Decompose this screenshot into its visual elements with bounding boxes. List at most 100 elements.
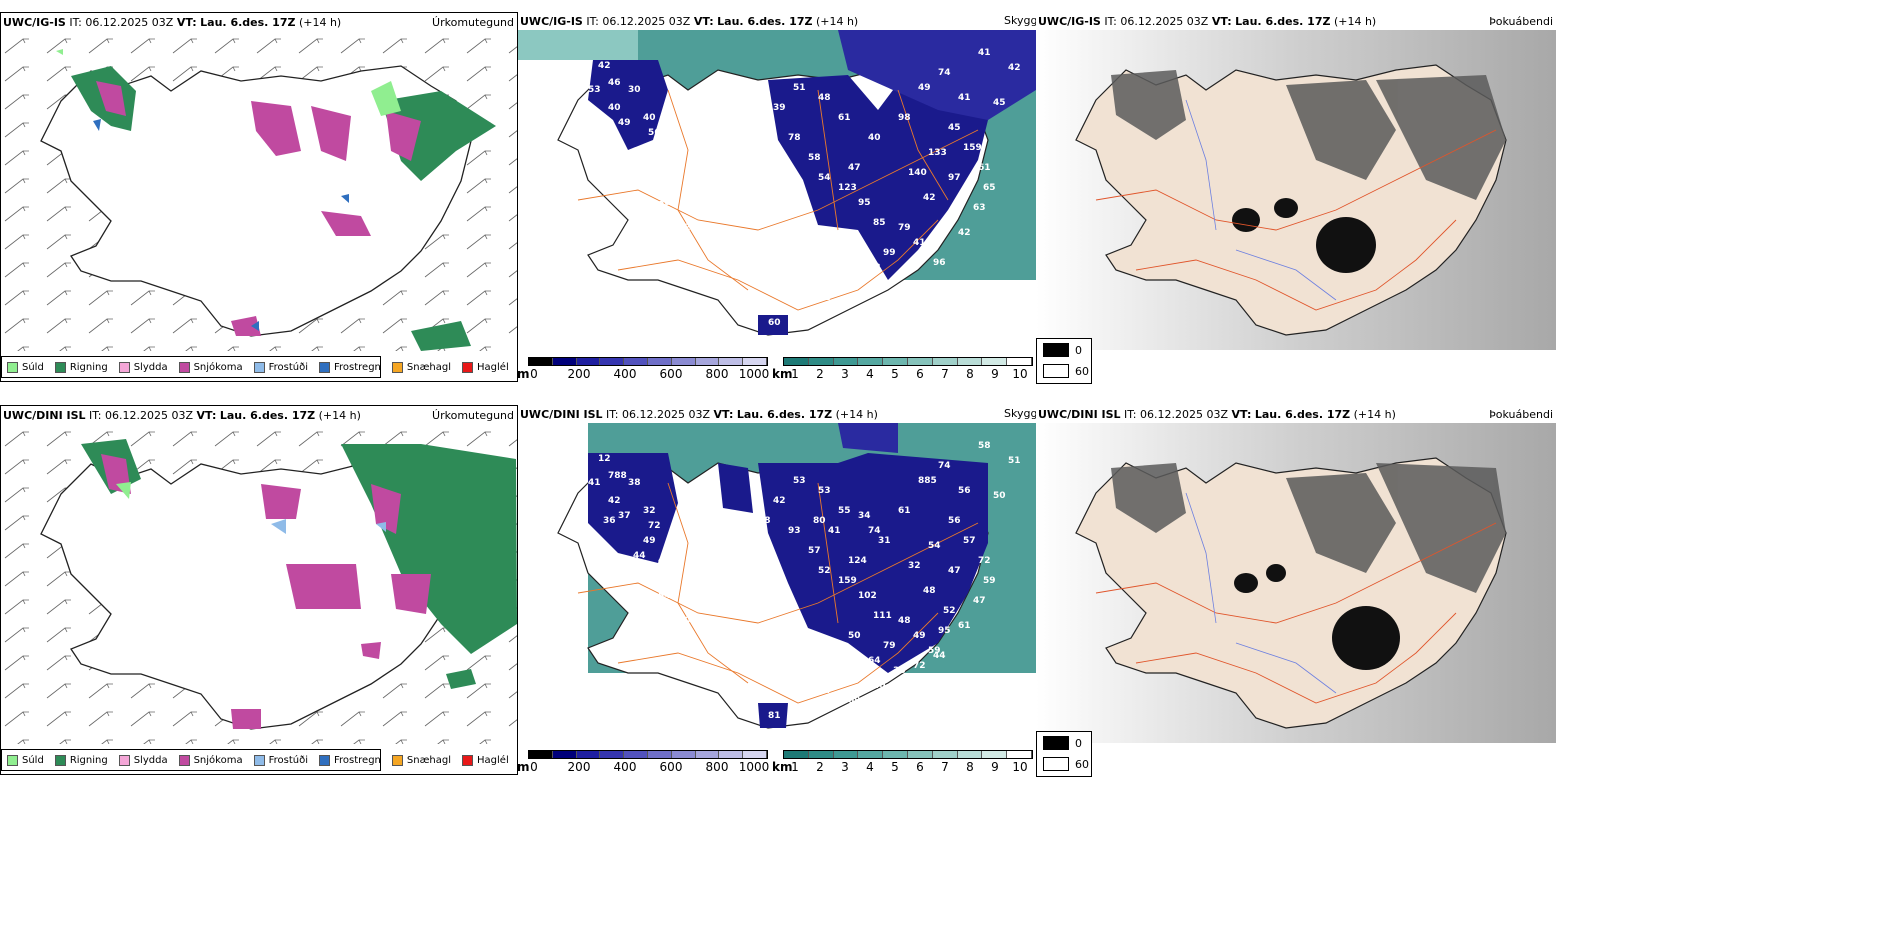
- drizzle-area: [371, 81, 401, 116]
- cloudbase-value-label: 42: [923, 193, 936, 203]
- cloudbase-value-label: 38: [893, 666, 906, 676]
- cloudbase-value-label: 33: [828, 646, 841, 656]
- cloudbase-value-label: 74: [828, 253, 841, 263]
- cloudbase-value-label: 885: [918, 476, 937, 486]
- cloudbase-value-label: 56: [948, 516, 961, 526]
- cloudbase-value-label: 42: [1008, 63, 1021, 73]
- cloudbase-value-label: 30: [628, 85, 641, 95]
- precip-type-label: Úrkomutegund: [432, 16, 514, 29]
- cloudbase-value-label: 49: [643, 536, 656, 546]
- cloudbase-value-label: 65: [818, 661, 831, 671]
- cloudbase-value-label: 72: [978, 556, 991, 566]
- valid-time: Lau. 6.des. 17Z: [200, 16, 296, 29]
- cloudbase-value-label: 61: [838, 113, 851, 123]
- cloudbase-value-label: 59: [633, 158, 646, 168]
- cloudbase-value-label: 93: [788, 526, 801, 536]
- cloudbase-value-label: 53: [588, 85, 601, 95]
- cloudbase-value-label: 74: [868, 526, 881, 536]
- cloudbase-value-label: 36: [708, 183, 721, 193]
- cloudbase-panel-row1: UWC/IG-IS IT: 06.12.2025 03Z VT: Lau. 6.…: [518, 12, 1036, 382]
- cloudbase-value-label: 40: [693, 203, 706, 213]
- cloudbase-value-label: 48: [758, 516, 771, 526]
- cloudbase-value-label: 32: [908, 561, 921, 571]
- cloudbase-value-label: 48: [923, 586, 936, 596]
- cloudbase-value-label: 74: [938, 461, 951, 471]
- cloudbase-value-label: 43: [658, 556, 671, 566]
- fog-map: [1036, 423, 1556, 743]
- cloudbase-value-label: 51: [793, 83, 806, 93]
- cloudbase-value-label: 44: [933, 651, 946, 661]
- fog-title-bar: UWC/IG-IS IT: 06.12.2025 03Z VT: Lau. 6.…: [1038, 15, 1553, 28]
- cloudbase-value-label: 36: [748, 148, 761, 158]
- cloudbase-value-label: 34: [858, 511, 871, 521]
- cloudbase-value-label: 42: [598, 61, 611, 71]
- cloudbase-value-label: 86: [748, 541, 761, 551]
- cloudbase-value-label: 39: [773, 103, 786, 113]
- fog-legend: 0 60: [1036, 338, 1092, 384]
- cloudbase-value-label: 08: [868, 263, 881, 273]
- cloudbase-value-label: 133: [928, 148, 947, 158]
- cloudbase-value-label: 48: [818, 93, 831, 103]
- cloudbase-value-label: 95: [938, 626, 951, 636]
- cloudbase-value-label: 96: [933, 258, 946, 268]
- cloudbase-value-label: 40: [868, 133, 881, 143]
- cloudbase-value-label: 41: [913, 238, 926, 248]
- cloudbase-value-label: 91: [708, 576, 721, 586]
- road-network: [577, 89, 979, 311]
- cloudbase-value-label: 35: [798, 278, 811, 288]
- cloudbase-value-label: 61: [978, 163, 991, 173]
- cloudbase-colorbar: m 0 200 400 600 800 1000: [518, 357, 773, 381]
- cloudbase-value-label: 85: [873, 218, 886, 228]
- cloudbase-value-label: 108: [768, 656, 787, 666]
- cloudbase-value-label: 98: [693, 596, 706, 606]
- fog-index-label: Þokuábendi: [1489, 15, 1553, 28]
- cloudbase-value-label: 45: [993, 98, 1006, 108]
- cloudbase-value-label: 159: [963, 143, 982, 153]
- cloudbase-value-label: 52: [818, 566, 831, 576]
- init-time: 06.12.2025 03Z: [85, 16, 174, 29]
- cloudbase-value-label: 788: [608, 471, 627, 481]
- cloudbase-value-label: 87: [788, 706, 801, 716]
- cloudbase-value-label: 53: [793, 476, 806, 486]
- cloudbase-value-label: 58: [808, 153, 821, 163]
- cloudbase-value-label: 94: [818, 686, 831, 696]
- cloudbase-areas: [588, 30, 1036, 335]
- cloudbase-value-label: 49: [658, 163, 671, 173]
- cloudbase-value-label: 58: [978, 441, 991, 451]
- cloudbase-value-label: 99: [883, 248, 896, 258]
- cloudbase-value-label: 32: [818, 293, 831, 303]
- cloudbase-value-label: 50: [643, 143, 656, 153]
- cloudbase-panel-row2: UWC/DINI ISL IT: 06.12.2025 03Z VT: Lau.…: [518, 405, 1036, 775]
- cloudbase-value-label: 54: [928, 541, 941, 551]
- cloudbase-value-label: 30: [658, 198, 671, 208]
- cloudbase-value-label: 35: [768, 263, 781, 273]
- cloudbase-value-label: 63: [973, 203, 986, 213]
- cloudbase-value-label: 64: [868, 656, 881, 666]
- cloudbase-value-label: 96: [743, 641, 756, 651]
- cloudbase-value-label: 42: [608, 496, 621, 506]
- cloudbase-value-label: 81: [768, 711, 781, 721]
- cloudbase-value-label: 53: [818, 486, 831, 496]
- cloudbase-value-label: 60: [743, 248, 756, 258]
- cloudbase-value-label: 59: [983, 576, 996, 586]
- fog-panel-row2: UWC/DINI ISL IT: 06.12.2025 03Z VT: Lau.…: [1036, 405, 1556, 775]
- cloudbase-value-label: 60: [768, 318, 781, 328]
- cloudbase-value-label: 98: [898, 113, 911, 123]
- cloudbase-value-label: 44: [633, 551, 646, 561]
- cloudbase-value-label: 49: [618, 118, 631, 128]
- cloudbase-value-label: 140: [908, 168, 927, 178]
- cloudbase-value-label: 52: [718, 626, 731, 636]
- cloudbase-value-label: 47: [948, 566, 961, 576]
- cloudbase-colorbar: m 0 200 400 600 800 1000: [518, 750, 773, 774]
- fog-panel-row1: UWC/IG-IS IT: 06.12.2025 03Z VT: Lau. 6.…: [1036, 12, 1556, 382]
- cloudbase-value-label: 54: [818, 173, 831, 183]
- cloudbase-value-label: 40: [643, 113, 656, 123]
- cloudbase-value-label: 87: [798, 671, 811, 681]
- cloudbase-value-label: 77: [683, 188, 696, 198]
- cloudbase-value-label: 55: [838, 506, 851, 516]
- precip-panel-row2: UWC/DINI ISL IT: 06.12.2025 03Z VT: Lau.…: [0, 405, 518, 775]
- cloudbase-value-label: 56: [648, 128, 661, 138]
